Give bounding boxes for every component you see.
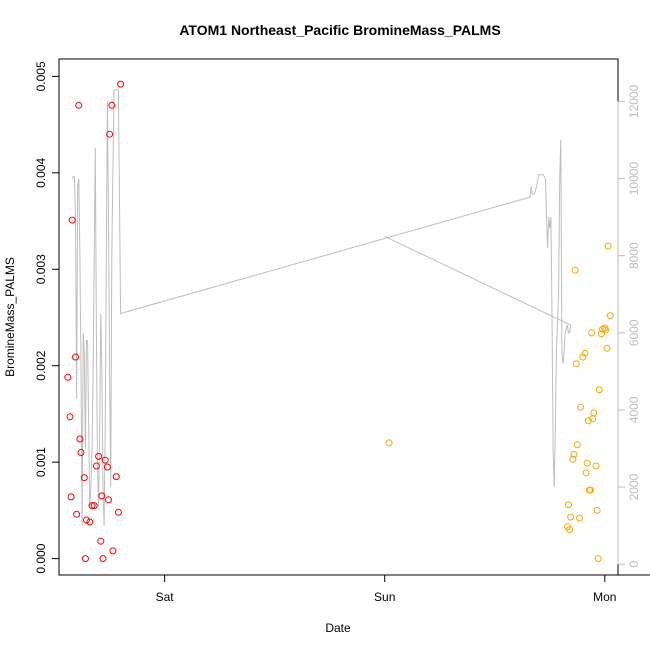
y2-tick-label: 2000 xyxy=(627,473,641,500)
scatter-point xyxy=(598,330,605,338)
scatter-point xyxy=(117,80,125,88)
chart-title: ATOM1 Northeast_Pacific BromineMass_PALM… xyxy=(179,22,500,38)
x-tick-label: Mon xyxy=(593,590,616,604)
y-tick-label: 0.001 xyxy=(34,447,48,477)
scatter-point xyxy=(109,547,117,555)
points-layer xyxy=(64,80,614,563)
scatter-point xyxy=(592,462,600,470)
scatter-point xyxy=(105,496,112,504)
scatter-point xyxy=(569,455,577,463)
scatter-point xyxy=(385,439,393,447)
plot-frame xyxy=(58,58,619,576)
scatter-point xyxy=(577,403,585,411)
scatter-point xyxy=(571,266,579,274)
scatter-point xyxy=(584,417,592,425)
scatter-point xyxy=(572,360,580,368)
scatter-point xyxy=(603,344,611,352)
y-tick-label: 0.005 xyxy=(34,61,48,91)
scatter-point xyxy=(99,555,107,563)
y2-tick-label: 6000 xyxy=(627,319,641,346)
scatter-point xyxy=(64,373,72,381)
scatter-point xyxy=(579,353,587,361)
scatter-point xyxy=(75,101,83,109)
scatter-point xyxy=(76,435,84,443)
scatter-point xyxy=(68,216,76,224)
y2-tick-label: 4000 xyxy=(627,396,641,423)
scatter-point xyxy=(576,514,583,522)
scatter-point xyxy=(604,242,612,250)
scatter-point xyxy=(588,329,596,337)
x-tick-label: Sun xyxy=(374,590,395,604)
scatter-point xyxy=(88,502,96,510)
y2-tick-label: 0 xyxy=(627,561,641,568)
y-tick-label: 0.003 xyxy=(34,254,48,284)
x-axis: SatSunMonTue xyxy=(156,574,650,604)
scatter-point xyxy=(67,493,75,501)
scatter-point xyxy=(587,486,594,494)
scatter-point xyxy=(583,459,591,467)
scatter-point xyxy=(86,518,94,526)
scatter-point xyxy=(594,555,602,563)
scatter-point xyxy=(581,349,589,357)
scatter-point xyxy=(590,409,598,417)
scatter-point xyxy=(66,413,74,421)
scatter-point xyxy=(570,450,578,458)
scatter-point xyxy=(595,386,603,394)
scatter-point xyxy=(90,502,98,510)
y-tick-label: 0.004 xyxy=(34,157,48,187)
y2-tick-label: 8000 xyxy=(627,242,641,269)
scatter-point xyxy=(72,353,79,361)
scatter-point xyxy=(582,469,590,477)
y2-tick-label: 10000 xyxy=(627,162,641,196)
y2-tick-label: 12000 xyxy=(627,84,641,118)
scatter-point xyxy=(606,312,614,320)
scatter-point xyxy=(80,474,88,482)
scatter-point xyxy=(106,130,114,138)
y-axis-label: BromineMass_PALMS xyxy=(3,257,17,377)
y-tick-label: 0.002 xyxy=(34,350,48,380)
y-tick-label: 0.000 xyxy=(34,543,48,573)
scatter-point xyxy=(565,501,572,509)
scatter-point xyxy=(77,449,85,456)
scatter-point xyxy=(73,510,81,518)
scatter-point xyxy=(573,441,581,449)
scatter-point xyxy=(81,555,89,563)
scatter-point xyxy=(103,463,111,471)
y-axis: 0.000 0.001 0.002 0.003 0.004 0.005 xyxy=(34,61,60,574)
scatter-point xyxy=(101,456,109,464)
scatter-point xyxy=(112,473,120,481)
scatter-point xyxy=(567,513,575,521)
scatter-point xyxy=(602,326,610,334)
scatter-point xyxy=(95,452,103,460)
x-tick-label: Sat xyxy=(156,590,175,604)
scatter-point xyxy=(114,508,122,516)
scatter-point xyxy=(97,537,105,545)
y2-axis-right: 0 2000 4000 6000 8000 10000 12000 xyxy=(617,84,641,568)
series-line xyxy=(71,89,572,526)
scatter-point xyxy=(593,506,601,514)
scatter-point xyxy=(98,492,106,500)
scatter-point xyxy=(108,101,116,109)
scatter-point xyxy=(92,462,100,470)
line-layer xyxy=(71,89,572,526)
scatter-point xyxy=(566,526,574,534)
x-axis-label: Date xyxy=(325,621,351,635)
